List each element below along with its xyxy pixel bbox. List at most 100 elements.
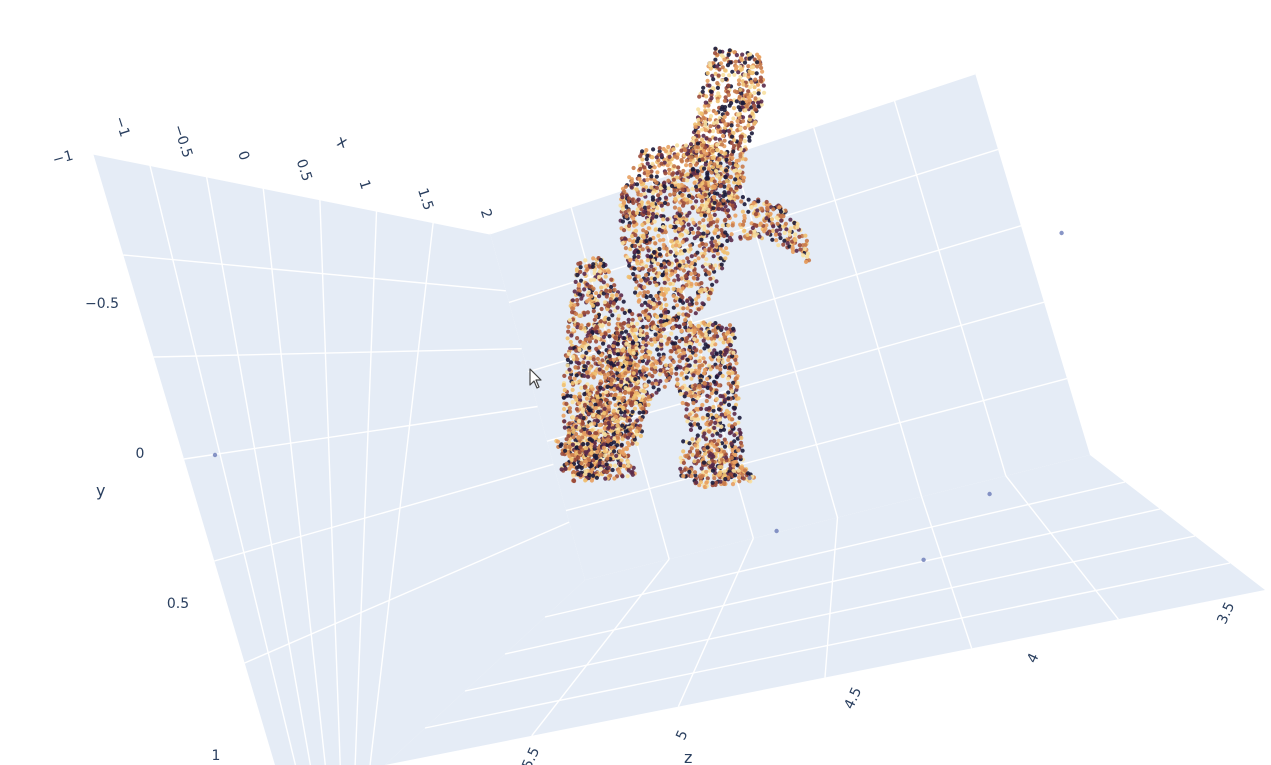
cloud-point xyxy=(685,357,690,362)
cloud-point xyxy=(730,424,735,429)
cloud-point xyxy=(674,303,680,308)
cloud-point xyxy=(642,376,647,381)
cloud-point xyxy=(610,467,615,473)
cloud-point xyxy=(613,403,618,408)
cloud-point xyxy=(598,400,603,405)
cloud-point xyxy=(655,274,660,279)
cloud-point xyxy=(706,166,712,171)
cloud-point xyxy=(633,233,638,238)
cloud-point xyxy=(644,157,649,162)
cloud-point xyxy=(681,306,686,311)
cloud-point xyxy=(693,443,698,448)
cloud-point xyxy=(801,253,806,258)
cloud-point xyxy=(737,415,742,420)
cloud-point xyxy=(723,217,728,222)
cloud-point xyxy=(669,183,675,188)
cloud-point xyxy=(713,46,718,51)
cloud-point xyxy=(606,404,611,409)
cloud-point xyxy=(692,386,697,391)
cloud-point xyxy=(595,390,600,395)
cloud-point xyxy=(700,301,705,306)
cloud-point xyxy=(633,228,639,233)
cloud-point xyxy=(652,219,657,224)
cloud-point xyxy=(740,119,746,124)
cloud-point xyxy=(582,310,587,315)
cloud-point xyxy=(629,185,634,190)
cloud-point xyxy=(646,248,651,253)
cloud-point xyxy=(566,329,571,334)
cloud-point xyxy=(603,375,608,380)
cloud-point xyxy=(658,334,664,339)
cloud-point xyxy=(722,114,727,119)
cloud-point xyxy=(715,442,720,447)
cloud-point xyxy=(667,154,672,159)
cloud-point xyxy=(711,77,716,82)
cloud-point xyxy=(597,360,602,365)
cloud-point xyxy=(651,258,656,263)
cloud-point xyxy=(592,334,598,339)
cloud-point xyxy=(779,209,784,214)
cloud-point xyxy=(725,208,731,213)
cloud-point xyxy=(730,417,735,422)
cloud-point xyxy=(677,263,682,268)
cloud-point xyxy=(693,473,698,478)
cloud-point xyxy=(730,155,735,161)
cloud-point xyxy=(778,235,783,241)
cloud-point xyxy=(673,224,678,229)
cloud-point xyxy=(692,236,697,241)
cloud-point xyxy=(645,161,650,166)
cloud-point xyxy=(783,221,789,226)
cloud-point xyxy=(721,449,727,454)
cloud-point xyxy=(624,214,629,219)
cloud-point xyxy=(582,287,587,292)
cloud-point xyxy=(648,304,653,309)
cloud-point xyxy=(696,294,701,299)
cloud-point xyxy=(567,367,572,372)
cloud-point xyxy=(683,342,689,347)
cloud-point xyxy=(707,330,712,335)
cloud-point xyxy=(670,244,676,249)
cloud-point xyxy=(738,138,743,143)
cloud-point xyxy=(646,394,651,399)
cloud-point xyxy=(717,176,722,181)
cloud-point xyxy=(680,187,685,192)
cloud-point xyxy=(582,392,587,397)
cloud-point xyxy=(585,310,591,315)
cloud-point xyxy=(692,470,698,475)
cloud-point xyxy=(716,234,721,239)
cloud-point xyxy=(701,460,707,465)
cloud-point xyxy=(601,280,607,285)
cloud-point xyxy=(737,94,742,99)
cloud-point xyxy=(756,199,761,204)
cloud-point xyxy=(697,425,703,430)
cloud-point xyxy=(655,347,660,352)
cloud-point xyxy=(726,223,731,228)
cloud-point xyxy=(625,360,630,366)
cloud-point xyxy=(707,468,712,473)
cloud-point xyxy=(732,143,737,149)
cloud-point xyxy=(646,315,651,320)
cloud-point xyxy=(704,472,709,478)
cloud-point xyxy=(695,169,700,174)
cloud-point xyxy=(645,153,650,158)
cloud-point xyxy=(620,397,625,403)
left-wall-hgrid xyxy=(153,347,522,358)
cloud-point xyxy=(644,331,649,336)
cloud-point xyxy=(615,419,620,424)
cloud-point xyxy=(622,336,627,341)
cloud-point xyxy=(606,421,611,426)
cloud-point xyxy=(644,238,649,244)
cloud-point xyxy=(628,247,633,252)
cloud-point xyxy=(570,442,576,447)
cloud-point xyxy=(690,264,695,270)
cloud-point xyxy=(606,425,611,430)
cloud-point xyxy=(742,139,748,144)
cloud-point xyxy=(592,453,597,458)
cloud-point xyxy=(580,421,586,426)
cloud-point xyxy=(599,306,604,312)
cloud-point xyxy=(745,471,751,476)
cloud-point xyxy=(637,163,643,168)
cloud-point xyxy=(795,225,800,230)
cloud-point xyxy=(700,157,705,162)
